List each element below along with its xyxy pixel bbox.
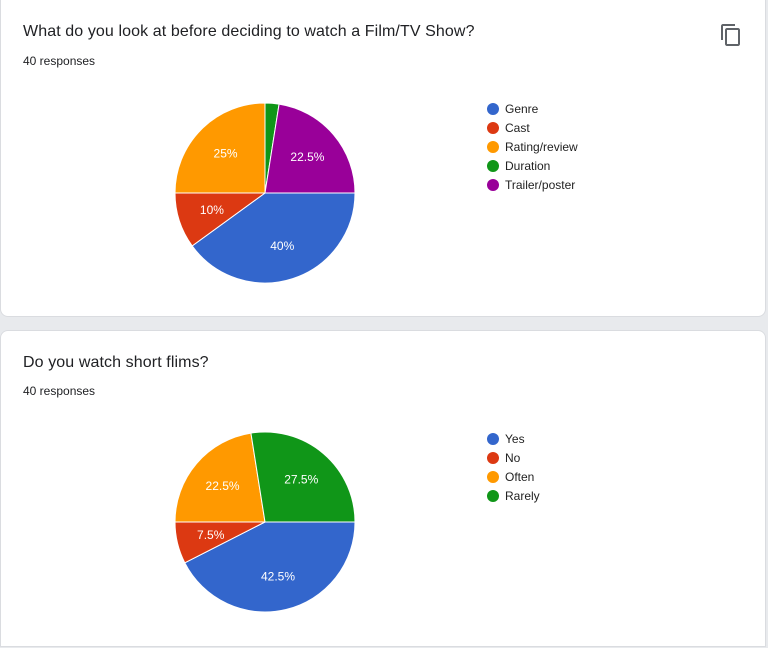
legend-item-duration[interactable]: Duration xyxy=(487,156,578,175)
chart-legend-1: Genre Cast Rating/review Duration Trailer/po… xyxy=(487,99,578,194)
pie-label-rarely: 27.5% xyxy=(284,473,318,487)
legend-swatch xyxy=(487,121,499,134)
pie-slice-rating-review[interactable] xyxy=(174,102,266,194)
pie-label-yes: 42.5% xyxy=(261,569,295,583)
pie-label-no: 7.5% xyxy=(197,528,225,542)
pie-label-often: 22.5% xyxy=(206,479,240,493)
pie-chart-2: 42.5% 7.5% 22.5% 27.5% xyxy=(174,431,356,613)
question-card-2: Do you watch short flims? 40 responses 4… xyxy=(0,330,766,647)
legend-label: Cast xyxy=(505,120,530,135)
legend-item-rarely[interactable]: Rarely xyxy=(487,486,540,505)
question-title: Do you watch short flims? xyxy=(23,354,209,371)
pie-slice-yes[interactable] xyxy=(184,521,356,613)
legend-label: Yes xyxy=(505,431,525,446)
pie-label-trailer-poster: 22.5% xyxy=(290,150,324,164)
response-count: 40 responses xyxy=(23,384,96,398)
chart-legend-2: Yes No Often Rarely xyxy=(487,429,540,505)
pie-label-genre: 40% xyxy=(270,239,294,253)
legend-item-no[interactable]: No xyxy=(487,448,540,467)
legend-item-rating-review[interactable]: Rating/review xyxy=(487,137,578,156)
legend-item-yes[interactable]: Yes xyxy=(487,429,540,448)
legend-item-genre[interactable]: Genre xyxy=(487,99,578,118)
copy-icon[interactable] xyxy=(719,23,743,47)
legend-label: Genre xyxy=(505,101,539,116)
legend-item-cast[interactable]: Cast xyxy=(487,118,578,137)
legend-swatch xyxy=(487,470,499,483)
legend-swatch xyxy=(487,451,499,464)
pie-slice-trailer-poster[interactable] xyxy=(264,103,356,194)
legend-item-trailer-poster[interactable]: Trailer/poster xyxy=(487,175,578,194)
pie-chart-1: 40% 10% 25% 22.5% xyxy=(174,102,356,284)
legend-swatch xyxy=(487,178,499,191)
legend-label: Trailer/poster xyxy=(505,177,576,192)
pie-slice-rarely[interactable] xyxy=(250,431,356,523)
legend-label: Rating/review xyxy=(505,139,578,154)
legend-label: Rarely xyxy=(505,488,540,503)
pie-slice-often[interactable] xyxy=(174,432,266,523)
legend-swatch xyxy=(487,489,499,502)
legend-label: Duration xyxy=(505,158,551,173)
question-card-1: What do you look at before deciding to w… xyxy=(0,0,766,317)
legend-swatch xyxy=(487,432,499,445)
pie-label-rating-review: 25% xyxy=(214,147,238,161)
response-count: 40 responses xyxy=(23,54,96,68)
legend-item-often[interactable]: Often xyxy=(487,467,540,486)
pie-label-cast: 10% xyxy=(200,203,224,217)
pie-slice-genre[interactable] xyxy=(191,192,356,284)
legend-label: Often xyxy=(505,469,535,484)
legend-swatch xyxy=(487,140,499,153)
legend-swatch xyxy=(487,102,499,115)
legend-label: No xyxy=(505,450,521,465)
legend-swatch xyxy=(487,159,499,172)
question-title: What do you look at before deciding to w… xyxy=(23,23,475,40)
